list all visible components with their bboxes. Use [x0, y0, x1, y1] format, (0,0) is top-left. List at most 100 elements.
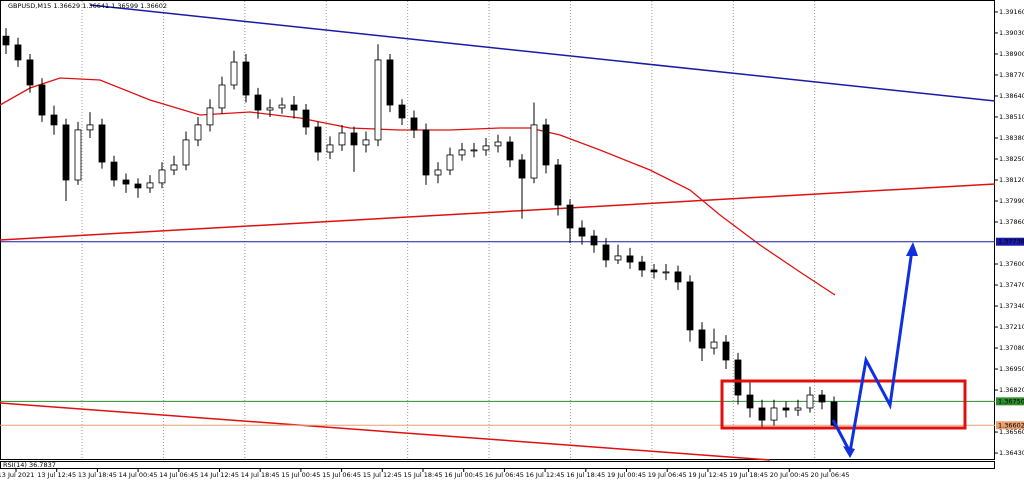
- y-tick-label: 1.36560: [999, 428, 1024, 436]
- candle-body: [602, 244, 610, 261]
- x-tick-label: 13 Jul 12:45: [37, 471, 76, 479]
- forecast-arrow: [831, 249, 914, 457]
- arrow-head: [906, 242, 918, 256]
- candle-body: [146, 182, 154, 189]
- y-tick-label: 1.38250: [999, 155, 1024, 163]
- x-tick-label: 15 Jul 00:45: [281, 471, 320, 479]
- x-tick-label: 20 Jul 06:45: [811, 471, 850, 479]
- candle-body: [506, 141, 514, 161]
- x-tick-label: 14 Jul 06:45: [159, 471, 198, 479]
- x-tick-label: 19 Jul 06:45: [648, 471, 687, 479]
- rsi-frame: [0, 461, 995, 469]
- x-tick-label: 16 Jul 06:45: [485, 471, 524, 479]
- levels: [0, 241, 995, 426]
- y-tick-label: 1.38640: [999, 92, 1024, 100]
- x-tick-label: 19 Jul 00:45: [607, 471, 646, 479]
- candle-body: [674, 271, 682, 283]
- arrow-head: [843, 446, 855, 458]
- x-tick-label: 14 Jul 18:45: [241, 471, 280, 479]
- grid: [15, 1, 998, 472]
- candle-body: [770, 407, 778, 421]
- y-tick-label: 1.37990: [999, 197, 1024, 205]
- plot-frame: [0, 0, 995, 460]
- candle-body: [734, 359, 742, 396]
- x-tick-label: 15 Jul 06:45: [322, 471, 361, 479]
- y-tick-label: 1.36950: [999, 365, 1024, 373]
- candle-body: [302, 109, 310, 128]
- x-tick-label: 16 Jul 00:45: [444, 471, 483, 479]
- x-tick-label: 14 Jul 00:45: [119, 471, 158, 479]
- candle-body: [614, 255, 622, 261]
- candle-body: [290, 104, 298, 111]
- candle-body: [362, 139, 370, 146]
- candle-body: [530, 124, 538, 179]
- candle-body: [482, 145, 490, 151]
- candle-body: [158, 169, 166, 184]
- candle-body: [566, 204, 574, 229]
- trendline: [0, 402, 771, 461]
- candle-body: [2, 35, 10, 46]
- candle-body: [578, 227, 586, 237]
- y-tick-label: 1.37860: [999, 218, 1024, 226]
- candle-body: [662, 271, 670, 274]
- range-box: [720, 379, 967, 430]
- candle-body: [242, 61, 250, 96]
- candle-body: [326, 144, 334, 153]
- candle-body: [710, 341, 718, 349]
- candle-body: [122, 179, 130, 185]
- x-tick-label: 16 Jul 12:45: [526, 471, 565, 479]
- candle-body: [110, 161, 118, 181]
- chart-header: GBPUSD,M15 1.36629 1.36641 1.36599 1.366…: [8, 2, 167, 10]
- level-label: 1.37738: [998, 238, 1024, 246]
- trendline: [89, 4, 996, 102]
- candle-body: [230, 61, 238, 86]
- candles: [2, 28, 838, 429]
- candle-body: [698, 329, 706, 349]
- y-tick-label: 1.36820: [999, 386, 1024, 394]
- candle-body: [134, 183, 142, 189]
- y-tick-label: 1.37210: [999, 323, 1024, 331]
- candle-body: [818, 394, 826, 403]
- candle-body: [518, 159, 526, 179]
- candle-body: [494, 141, 502, 147]
- candle-body: [410, 117, 418, 131]
- candle-body: [314, 126, 322, 153]
- y-tick-label: 1.39160: [999, 8, 1024, 16]
- level-label: 1.36750: [998, 397, 1024, 405]
- y-tick-label: 1.38900: [999, 50, 1024, 58]
- candle-body: [782, 407, 790, 411]
- candle-body: [446, 154, 454, 171]
- candle-body: [458, 149, 466, 156]
- candle-body: [542, 124, 550, 166]
- level-label: 1.36602: [998, 421, 1024, 429]
- indicator-label: RSI(14) 36.7837: [3, 461, 56, 469]
- x-tick-label: 14 Jul 12:45: [200, 471, 239, 479]
- candle-body: [170, 164, 178, 171]
- candle-body: [830, 401, 838, 426]
- level-tag: [996, 237, 1024, 246]
- candle-body: [62, 124, 70, 181]
- x-tick-label: 20 Jul 00:45: [770, 471, 809, 479]
- y-tick-label: 1.37080: [999, 344, 1024, 352]
- y-tick-label: 1.38510: [999, 113, 1024, 121]
- candle-body: [206, 107, 214, 126]
- candle-body: [470, 149, 478, 152]
- trendline: [0, 183, 996, 241]
- candle-body: [686, 281, 694, 331]
- candle-body: [278, 104, 286, 109]
- y-tick-label: 1.38380: [999, 134, 1024, 142]
- y-tick-label: 1.38770: [999, 71, 1024, 79]
- candle-body: [86, 124, 94, 131]
- candle-body: [650, 269, 658, 273]
- x-tick-label: 13 Jul 2021: [0, 471, 34, 479]
- candle-body: [590, 235, 598, 246]
- candle-body: [746, 394, 754, 409]
- candle-body: [626, 255, 634, 263]
- candle-body: [38, 84, 46, 116]
- candle-body: [266, 107, 274, 111]
- candle-body: [194, 124, 202, 141]
- candle-body: [638, 261, 646, 271]
- x-tick-label: 15 Jul 18:45: [404, 471, 443, 479]
- x-tick-label: 19 Jul 18:45: [729, 471, 768, 479]
